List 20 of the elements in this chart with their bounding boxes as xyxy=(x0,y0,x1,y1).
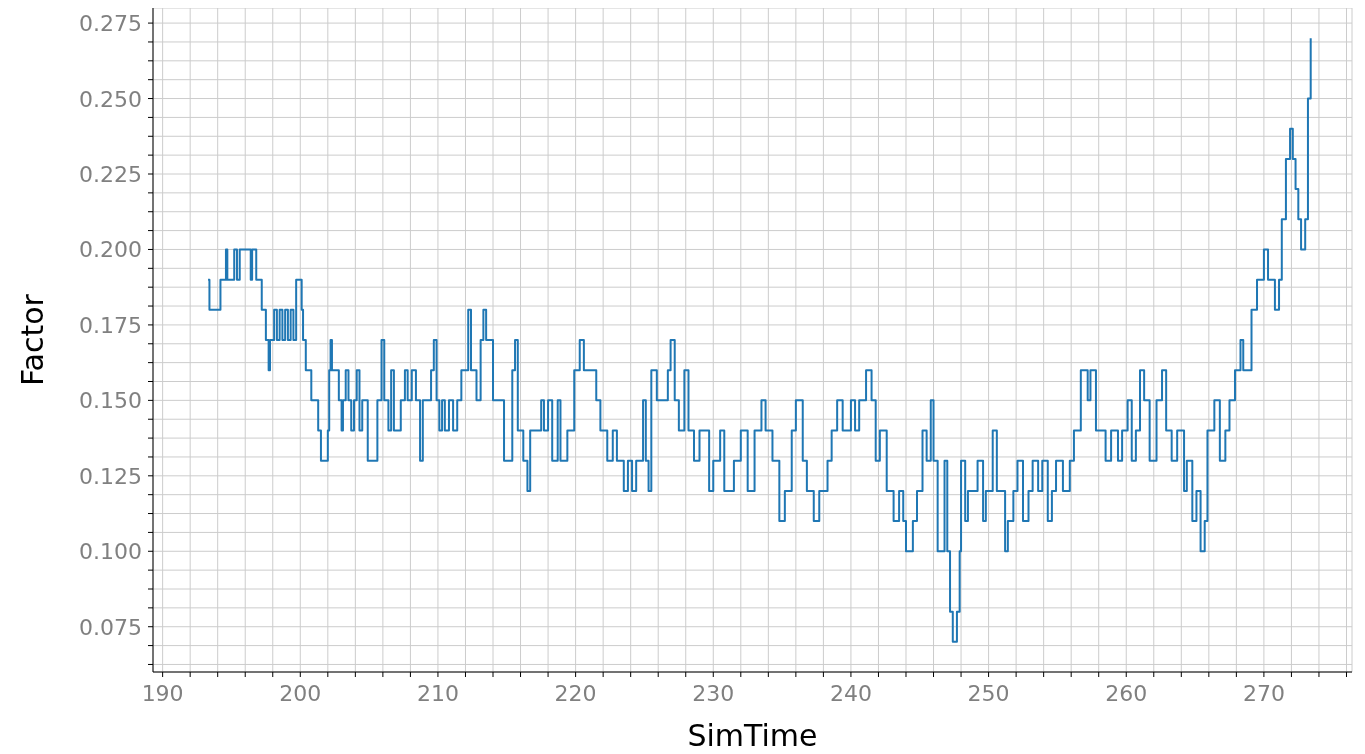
y-tick-label: 0.125 xyxy=(79,463,142,489)
y-tick-label: 0.175 xyxy=(79,312,142,338)
y-tick-label: 0.150 xyxy=(79,388,142,414)
x-tick-label: 270 xyxy=(1242,681,1285,706)
y-tick-label: 0.100 xyxy=(79,539,142,565)
x-tick-label: 260 xyxy=(1105,681,1148,706)
y-tick-label: 0.200 xyxy=(79,237,142,263)
y-axis-title: Factor xyxy=(14,293,50,386)
x-tick-label: 250 xyxy=(967,681,1010,706)
y-tick-label: 0.075 xyxy=(79,614,142,640)
y-tick-label: 0.275 xyxy=(79,11,142,37)
y-tick-label: 0.250 xyxy=(79,86,142,112)
x-tick-label: 220 xyxy=(554,681,597,706)
x-tick-label: 210 xyxy=(416,681,459,706)
y-tick-label: 0.225 xyxy=(79,162,142,187)
x-tick-label: 190 xyxy=(141,681,184,706)
x-tick-label: 240 xyxy=(829,681,872,706)
x-axis-title: SimTime xyxy=(687,718,818,753)
x-tick-label: 230 xyxy=(692,681,735,706)
x-tick-label: 200 xyxy=(279,681,322,706)
